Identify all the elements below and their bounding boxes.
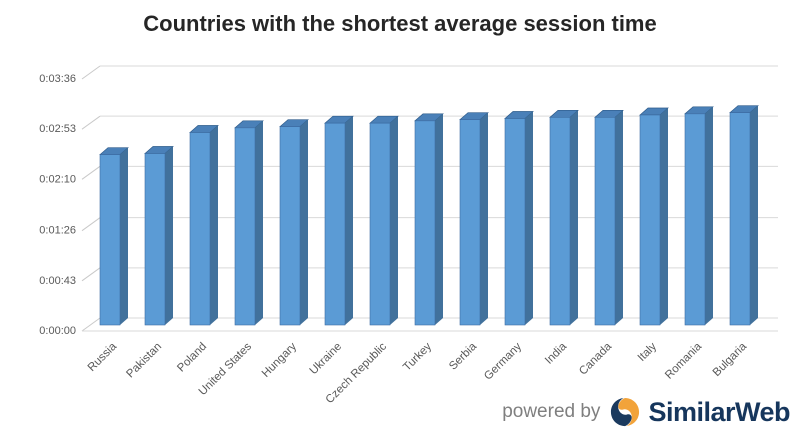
x-axis-label-italy: Italy [636, 340, 660, 364]
logo-orange-swirl [618, 397, 640, 426]
x-axis-label-poland: Poland [175, 341, 209, 375]
bar-front-face [459, 119, 481, 326]
bar-side-face [660, 108, 668, 325]
bar-turkey [414, 113, 444, 326]
x-axis-label-romania: Romania [663, 340, 704, 381]
bar-italy [639, 107, 669, 326]
bar-side-face [210, 125, 218, 325]
bar-india [549, 109, 579, 326]
bar-side-face [345, 116, 353, 326]
bar-united-states [234, 120, 264, 326]
bar-front-face [639, 114, 661, 326]
bar-canada [594, 109, 624, 326]
x-axis-label-canada: Canada [577, 340, 614, 377]
x-axis-label-pakistan: Pakistan [124, 341, 164, 381]
similarweb-swirl-icon [611, 397, 640, 427]
x-axis-label-ukraine: Ukraine [308, 341, 345, 378]
bar-serbia [459, 112, 489, 326]
side-wall-tick [81, 65, 101, 80]
bar-germany [504, 111, 534, 326]
bar-side-face [120, 147, 128, 325]
bar-side-face [570, 110, 578, 325]
y-axis-tick-label: 0:02:53 [39, 123, 76, 135]
side-wall-tick [81, 115, 101, 130]
bar-front-face [369, 122, 391, 326]
x-axis-label-serbia: Serbia [447, 340, 479, 372]
bar-side-face [525, 111, 533, 325]
y-axis-tick-label: 0:02:10 [39, 173, 76, 185]
side-wall-tick [81, 317, 101, 332]
x-axis-label-hungary: Hungary [260, 340, 299, 379]
bar-bulgaria [729, 105, 759, 326]
bar-side-face [255, 120, 263, 325]
side-wall-tick [81, 217, 101, 232]
x-axis-label-turkey: Turkey [401, 340, 434, 373]
bar-front-face [144, 153, 166, 326]
bar-front-face [189, 132, 211, 326]
y-axis-tick-label: 0:03:36 [39, 73, 76, 85]
bar-pakistan [144, 146, 174, 326]
powered-by-label: powered by [502, 401, 601, 422]
x-axis-label-india: India [543, 340, 570, 367]
bar-front-face [414, 120, 436, 326]
bar-side-face [165, 146, 173, 325]
chart-title: Countries with the shortest average sess… [143, 11, 657, 36]
bar-czech-republic [369, 115, 399, 326]
similarweb-attribution-link[interactable]: powered by SimilarWeb [502, 394, 790, 430]
side-wall-tick [81, 267, 101, 282]
side-wall-tick [81, 165, 101, 180]
y-axis-tick-label: 0:00:00 [39, 325, 76, 337]
bar-side-face [480, 112, 488, 326]
bar-front-face [324, 122, 346, 326]
bar-front-face [594, 117, 616, 326]
y-axis-tick-label: 0:01:26 [39, 225, 76, 237]
bar-poland [189, 125, 219, 326]
y-axis-tick-label: 0:00:43 [39, 275, 76, 287]
bar-romania [684, 106, 714, 326]
bar-front-face [279, 126, 301, 326]
bar-front-face [504, 118, 526, 326]
similarweb-brand-name: SimilarWeb [648, 396, 790, 427]
bar-ukraine [324, 115, 354, 326]
x-axis-label-germany: Germany [482, 340, 524, 382]
bar-front-face [234, 127, 256, 326]
logo-navy-swirl [611, 398, 633, 427]
x-axis-label-bulgaria: Bulgaria [711, 340, 750, 379]
bar-front-face [684, 113, 706, 326]
bar-front-face [549, 117, 571, 326]
bar-russia [99, 147, 129, 326]
bar-front-face [729, 112, 751, 326]
bar-side-face [615, 110, 623, 325]
bar-side-face [300, 119, 308, 326]
x-axis-label-russia: Russia [86, 340, 120, 374]
bar-hungary [279, 119, 309, 326]
bar-side-face [705, 106, 713, 325]
bar-front-face [99, 154, 121, 326]
bar-side-face [750, 105, 758, 326]
bar-side-face [390, 116, 398, 326]
bar-side-face [435, 113, 443, 325]
